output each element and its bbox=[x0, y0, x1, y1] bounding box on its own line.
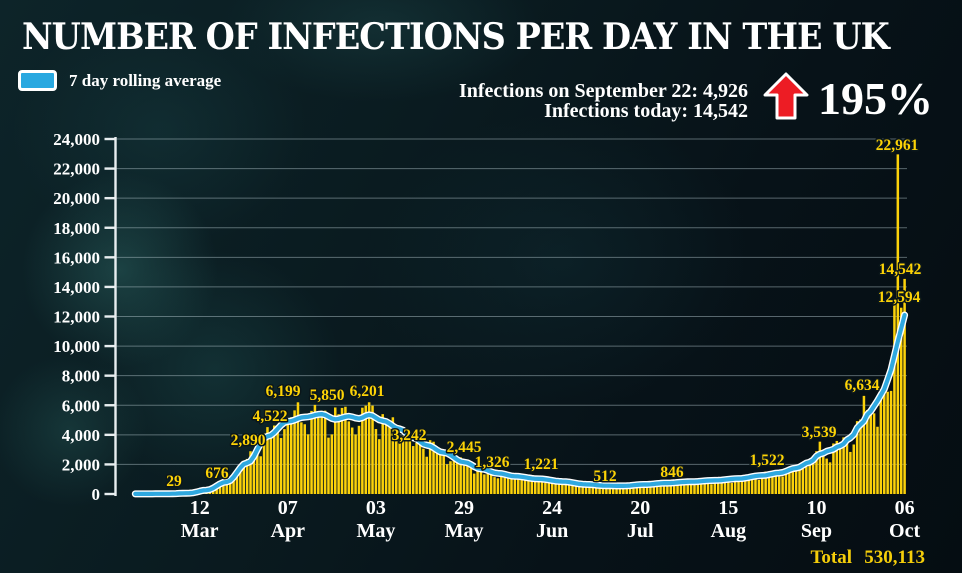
svg-text:530,113: 530,113 bbox=[864, 547, 925, 568]
svg-text:Mar: Mar bbox=[181, 520, 219, 542]
svg-text:1,221: 1,221 bbox=[524, 456, 559, 473]
svg-text:12,000: 12,000 bbox=[53, 308, 100, 327]
svg-text:676: 676 bbox=[205, 465, 229, 482]
svg-text:4,522: 4,522 bbox=[253, 408, 288, 425]
svg-text:1,522: 1,522 bbox=[750, 452, 785, 469]
svg-text:May: May bbox=[445, 520, 484, 542]
svg-text:Sep: Sep bbox=[801, 520, 832, 542]
rolling-average-line bbox=[131, 311, 909, 498]
svg-text:10: 10 bbox=[806, 497, 826, 519]
svg-text:29: 29 bbox=[454, 497, 474, 519]
legend: 7 day rolling average bbox=[18, 70, 221, 91]
svg-text:2,445: 2,445 bbox=[447, 439, 482, 456]
svg-text:0: 0 bbox=[92, 485, 101, 504]
svg-text:Oct: Oct bbox=[889, 520, 920, 542]
y-axis bbox=[104, 137, 117, 496]
svg-text:10,000: 10,000 bbox=[53, 337, 100, 356]
page-title: NUMBER OF INFECTIONS PER DAY IN THE UK bbox=[22, 16, 890, 58]
svg-text:846: 846 bbox=[660, 464, 684, 481]
svg-text:6,199: 6,199 bbox=[266, 383, 301, 400]
svg-text:8,000: 8,000 bbox=[62, 367, 100, 386]
svg-text:15: 15 bbox=[718, 497, 738, 519]
svg-text:3,539: 3,539 bbox=[802, 424, 837, 441]
svg-text:12,594: 12,594 bbox=[878, 289, 921, 306]
svg-text:Jul: Jul bbox=[627, 520, 654, 542]
y-axis-labels: 0 2,000 4,000 6,000 8,000 10,000 12,000 14,000 1… bbox=[53, 130, 100, 504]
percent-increase: 195% bbox=[818, 73, 933, 124]
svg-text:1,326: 1,326 bbox=[475, 454, 510, 471]
svg-text:18,000: 18,000 bbox=[53, 219, 100, 238]
svg-text:3,242: 3,242 bbox=[392, 427, 427, 444]
total-label: Total 530,113 bbox=[810, 547, 925, 568]
svg-text:Aug: Aug bbox=[711, 520, 747, 542]
svg-text:May: May bbox=[356, 520, 395, 542]
svg-text:6,201: 6,201 bbox=[350, 383, 385, 400]
svg-text:24: 24 bbox=[542, 497, 562, 519]
gridlines-group bbox=[116, 138, 907, 465]
svg-text:14,542: 14,542 bbox=[879, 261, 922, 278]
svg-text:20,000: 20,000 bbox=[53, 189, 100, 208]
daily-infection-bars bbox=[174, 154, 906, 495]
svg-text:512: 512 bbox=[593, 468, 617, 485]
up-arrow-icon bbox=[763, 72, 809, 120]
svg-text:2,890: 2,890 bbox=[231, 432, 266, 449]
svg-text:12: 12 bbox=[190, 497, 210, 519]
svg-text:14,000: 14,000 bbox=[53, 278, 100, 297]
svg-text:4,000: 4,000 bbox=[62, 426, 100, 445]
legend-label: 7 day rolling average bbox=[69, 70, 222, 90]
svg-text:22,000: 22,000 bbox=[53, 160, 100, 179]
svg-text:29: 29 bbox=[166, 473, 182, 490]
svg-text:20: 20 bbox=[630, 497, 650, 519]
svg-text:22,961: 22,961 bbox=[876, 137, 919, 154]
svg-text:Apr: Apr bbox=[271, 520, 306, 542]
legend-swatch-rolling-average bbox=[18, 70, 57, 91]
svg-text:07: 07 bbox=[278, 497, 298, 519]
callout-line-september: Infections on September 22: 4,926 bbox=[458, 80, 748, 102]
callout-line-today: Infections today: 14,542 bbox=[544, 100, 748, 122]
svg-text:Jun: Jun bbox=[536, 520, 568, 542]
svg-text:2,000: 2,000 bbox=[62, 455, 100, 474]
svg-text:16,000: 16,000 bbox=[53, 248, 100, 267]
svg-text:03: 03 bbox=[366, 497, 386, 519]
svg-text:5,850: 5,850 bbox=[310, 387, 345, 404]
infection-callout: Infections on September 22: 4,926 Infect… bbox=[348, 81, 748, 121]
svg-text:06: 06 bbox=[895, 497, 915, 519]
svg-text:6,000: 6,000 bbox=[62, 396, 100, 415]
svg-text:6,634: 6,634 bbox=[845, 377, 880, 394]
svg-text:24,000: 24,000 bbox=[53, 130, 100, 149]
svg-text:Total: Total bbox=[810, 547, 852, 568]
x-axis-labels: 12Mar07Apr03May29May24Jun20Jul15Aug10Sep… bbox=[181, 497, 921, 542]
